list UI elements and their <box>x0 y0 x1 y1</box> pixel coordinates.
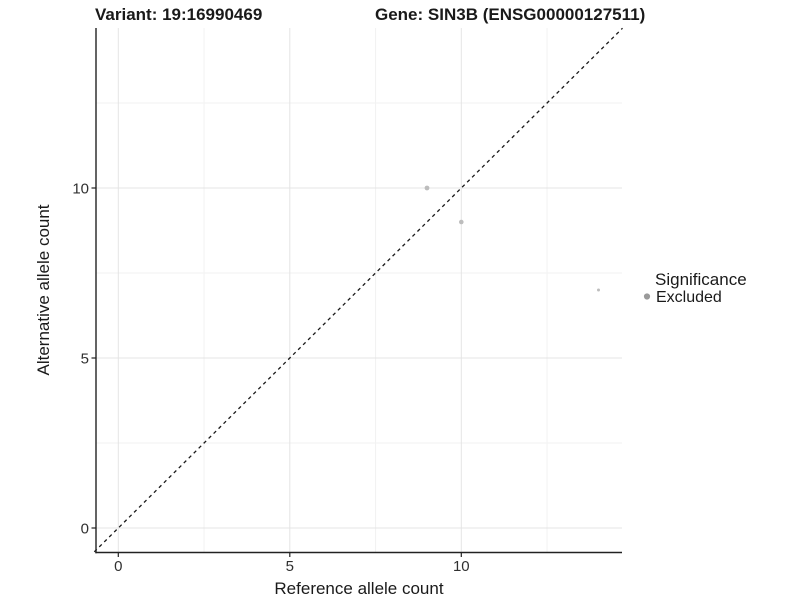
major-gridlines <box>96 28 622 553</box>
plot-title-gene: Gene: SIN3B (ENSG00000127511) <box>375 5 645 24</box>
axis-tick-labels: 0 5 10 0 5 10 <box>72 181 469 576</box>
scatter-point <box>459 219 464 225</box>
legend-item-label: Excluded <box>656 289 722 306</box>
plot-title-variant: Variant: 19:16990469 <box>95 5 262 24</box>
data-points <box>424 185 600 292</box>
identity-dashed-line <box>93 27 623 553</box>
y-axis-title: Alternative allele count <box>34 204 53 375</box>
identity-line <box>93 27 623 553</box>
legend-title: Significance <box>655 270 747 289</box>
x-axis-title: Reference allele count <box>274 579 443 598</box>
scatter-point <box>424 185 430 191</box>
minor-gridlines <box>96 28 622 553</box>
y-tick-label: 0 <box>81 521 89 538</box>
legend: Significance Excluded <box>643 270 747 306</box>
x-tick-label: 10 <box>453 558 470 575</box>
axis-ticks <box>91 187 462 557</box>
x-tick-label: 0 <box>114 558 122 575</box>
legend-key-dot <box>643 293 651 300</box>
y-tick-label: 5 <box>81 351 89 368</box>
x-tick-label: 5 <box>286 558 294 575</box>
scatter-point <box>597 288 600 292</box>
y-tick-label: 10 <box>72 181 89 198</box>
